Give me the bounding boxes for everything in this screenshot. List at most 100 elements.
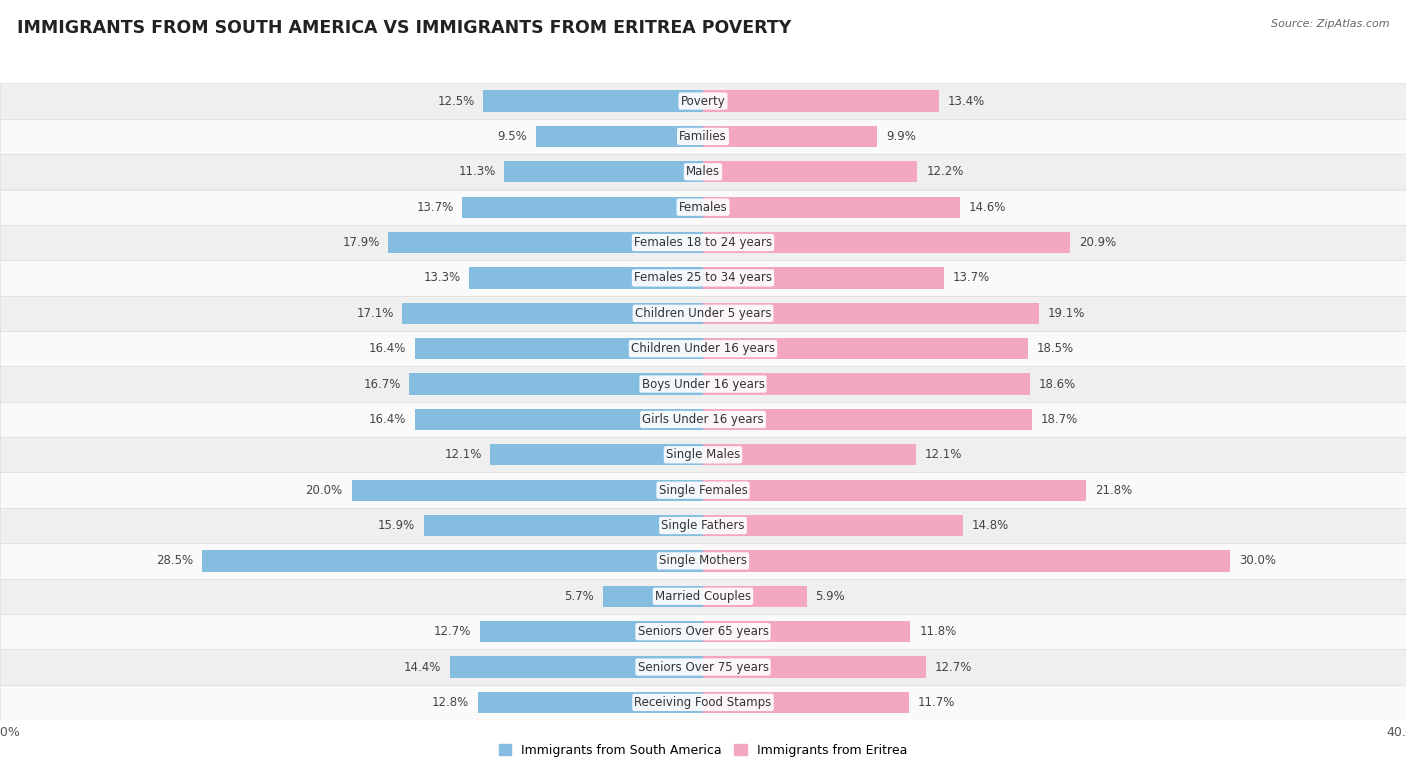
Text: 13.4%: 13.4% <box>948 95 984 108</box>
Bar <box>703 302 1039 324</box>
Text: 30.0%: 30.0% <box>1239 554 1277 568</box>
Bar <box>0 225 1406 260</box>
Text: Children Under 5 years: Children Under 5 years <box>634 307 772 320</box>
Text: 13.7%: 13.7% <box>953 271 990 284</box>
Text: Boys Under 16 years: Boys Under 16 years <box>641 377 765 390</box>
Text: 13.3%: 13.3% <box>423 271 461 284</box>
Bar <box>352 480 703 501</box>
Text: Single Fathers: Single Fathers <box>661 519 745 532</box>
Text: Single Females: Single Females <box>658 484 748 496</box>
Text: 20.9%: 20.9% <box>1080 236 1116 249</box>
Bar <box>202 550 703 572</box>
Bar <box>0 402 1406 437</box>
Text: 20.0%: 20.0% <box>305 484 343 496</box>
Text: 5.9%: 5.9% <box>815 590 845 603</box>
Text: 14.8%: 14.8% <box>972 519 1010 532</box>
Text: 11.7%: 11.7% <box>917 696 955 709</box>
Bar <box>470 268 703 289</box>
Text: Seniors Over 65 years: Seniors Over 65 years <box>637 625 769 638</box>
Bar <box>703 692 908 713</box>
Bar <box>0 331 1406 366</box>
Bar <box>415 338 703 359</box>
Text: Source: ZipAtlas.com: Source: ZipAtlas.com <box>1271 19 1389 29</box>
Bar <box>703 444 915 465</box>
Bar <box>703 550 1230 572</box>
Bar <box>0 83 1406 119</box>
Text: Married Couples: Married Couples <box>655 590 751 603</box>
Bar <box>415 409 703 430</box>
Bar <box>0 190 1406 225</box>
Bar <box>703 515 963 536</box>
Text: Single Mothers: Single Mothers <box>659 554 747 568</box>
Text: 18.5%: 18.5% <box>1038 342 1074 356</box>
Text: 12.1%: 12.1% <box>925 448 962 462</box>
Bar <box>0 296 1406 331</box>
Bar <box>479 621 703 642</box>
Bar <box>703 374 1029 395</box>
Bar <box>505 161 703 183</box>
Bar <box>0 614 1406 650</box>
Text: Seniors Over 75 years: Seniors Over 75 years <box>637 660 769 674</box>
Bar <box>703 338 1028 359</box>
Text: Single Males: Single Males <box>666 448 740 462</box>
Bar <box>703 268 943 289</box>
Text: 16.4%: 16.4% <box>368 413 406 426</box>
Text: 12.1%: 12.1% <box>444 448 481 462</box>
Bar <box>0 543 1406 578</box>
Legend: Immigrants from South America, Immigrants from Eritrea: Immigrants from South America, Immigrant… <box>494 738 912 758</box>
Bar <box>388 232 703 253</box>
Bar <box>463 196 703 218</box>
Text: 5.7%: 5.7% <box>564 590 593 603</box>
Bar <box>0 260 1406 296</box>
Text: IMMIGRANTS FROM SOUTH AMERICA VS IMMIGRANTS FROM ERITREA POVERTY: IMMIGRANTS FROM SOUTH AMERICA VS IMMIGRA… <box>17 19 792 37</box>
Text: 17.1%: 17.1% <box>356 307 394 320</box>
Bar <box>0 684 1406 720</box>
Bar <box>0 578 1406 614</box>
Bar <box>0 508 1406 543</box>
Text: Girls Under 16 years: Girls Under 16 years <box>643 413 763 426</box>
Text: Children Under 16 years: Children Under 16 years <box>631 342 775 356</box>
Bar <box>423 515 703 536</box>
Bar <box>703 196 960 218</box>
Text: 11.3%: 11.3% <box>458 165 496 178</box>
Text: 15.9%: 15.9% <box>378 519 415 532</box>
Text: 21.8%: 21.8% <box>1095 484 1132 496</box>
Text: Females 18 to 24 years: Females 18 to 24 years <box>634 236 772 249</box>
Bar <box>0 366 1406 402</box>
Bar <box>491 444 703 465</box>
Text: 12.5%: 12.5% <box>437 95 475 108</box>
Bar <box>703 90 939 111</box>
Text: 17.9%: 17.9% <box>342 236 380 249</box>
Bar <box>703 480 1087 501</box>
Text: Females 25 to 34 years: Females 25 to 34 years <box>634 271 772 284</box>
Bar <box>703 586 807 607</box>
Bar <box>409 374 703 395</box>
Text: Families: Families <box>679 130 727 143</box>
Text: 9.5%: 9.5% <box>498 130 527 143</box>
Text: 16.7%: 16.7% <box>363 377 401 390</box>
Bar <box>603 586 703 607</box>
Bar <box>402 302 703 324</box>
Text: 12.7%: 12.7% <box>433 625 471 638</box>
Bar <box>703 409 1032 430</box>
Bar <box>478 692 703 713</box>
Text: 18.6%: 18.6% <box>1039 377 1076 390</box>
Bar <box>703 656 927 678</box>
Text: 28.5%: 28.5% <box>156 554 194 568</box>
Bar <box>0 437 1406 472</box>
Bar <box>0 119 1406 154</box>
Text: Females: Females <box>679 201 727 214</box>
Text: 13.7%: 13.7% <box>416 201 454 214</box>
Bar <box>0 650 1406 684</box>
Text: 12.8%: 12.8% <box>432 696 470 709</box>
Text: Poverty: Poverty <box>681 95 725 108</box>
Bar <box>703 161 917 183</box>
Text: 16.4%: 16.4% <box>368 342 406 356</box>
Text: 19.1%: 19.1% <box>1047 307 1085 320</box>
Text: 14.6%: 14.6% <box>969 201 1005 214</box>
Bar <box>450 656 703 678</box>
Text: 14.4%: 14.4% <box>404 660 441 674</box>
Text: 12.7%: 12.7% <box>935 660 973 674</box>
Text: 9.9%: 9.9% <box>886 130 915 143</box>
Bar <box>0 472 1406 508</box>
